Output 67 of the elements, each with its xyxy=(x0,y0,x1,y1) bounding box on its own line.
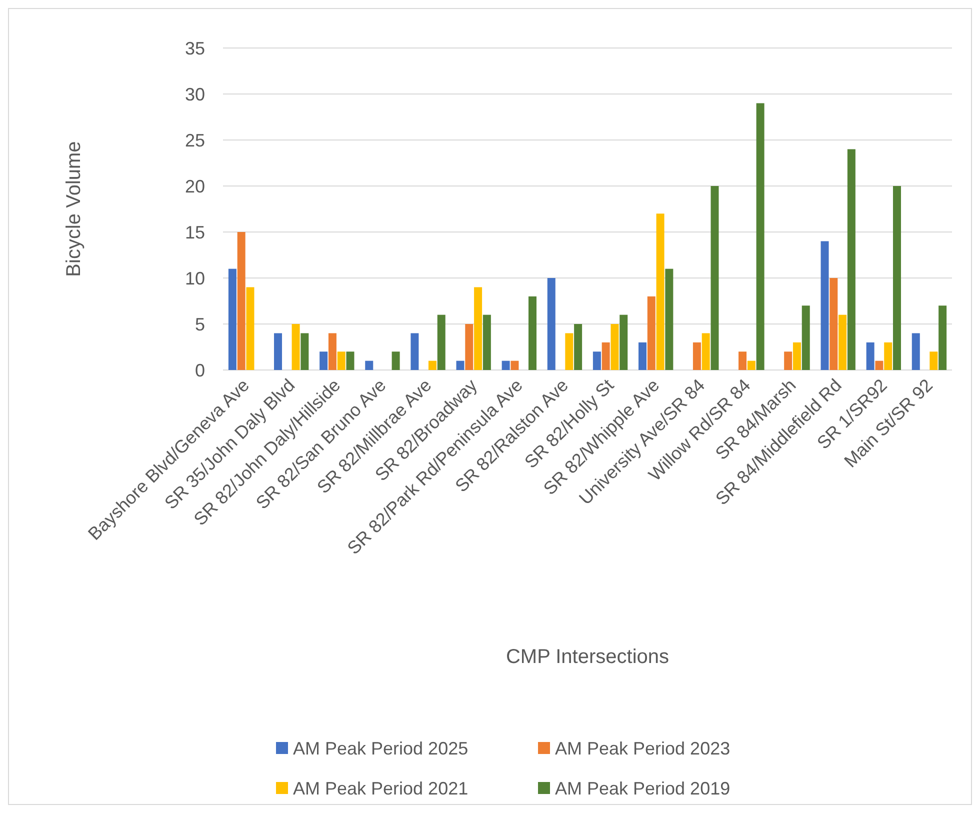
bar xyxy=(274,333,282,370)
bar xyxy=(756,103,764,370)
bar xyxy=(592,352,601,370)
bar xyxy=(892,186,901,370)
bar xyxy=(656,214,664,370)
bar xyxy=(237,232,246,370)
bar xyxy=(565,333,574,370)
bar xyxy=(346,352,354,370)
legend-label: AM Peak Period 2023 xyxy=(555,738,730,758)
bar xyxy=(365,360,374,370)
bar xyxy=(292,324,300,370)
bar xyxy=(502,360,510,370)
bar xyxy=(392,352,400,370)
bar xyxy=(528,296,536,370)
legend-label: AM Peak Period 2019 xyxy=(555,778,730,798)
bar xyxy=(465,324,474,370)
bar xyxy=(838,314,847,370)
x-axis-title: CMP Intersections xyxy=(506,646,670,668)
bar xyxy=(410,333,419,370)
bar xyxy=(602,342,610,370)
bar xyxy=(337,352,346,370)
bar xyxy=(474,287,482,370)
bar xyxy=(802,306,810,370)
bar xyxy=(847,149,856,370)
bar xyxy=(866,342,874,370)
bar xyxy=(320,352,328,370)
bar xyxy=(638,342,647,370)
bar xyxy=(875,360,884,370)
y-tick-label: 5 xyxy=(194,314,205,334)
bar xyxy=(710,186,719,370)
legend-label: AM Peak Period 2025 xyxy=(293,738,468,758)
legend-label: AM Peak Period 2021 xyxy=(293,778,468,798)
bar xyxy=(884,342,892,370)
bar xyxy=(246,287,254,370)
y-tick-label: 25 xyxy=(184,130,205,150)
bar xyxy=(792,342,801,370)
bar xyxy=(830,278,838,370)
bar xyxy=(574,324,582,370)
bar xyxy=(784,352,792,370)
y-tick-label: 15 xyxy=(184,222,205,242)
bar xyxy=(428,360,436,370)
bar xyxy=(437,314,446,370)
y-tick-label: 10 xyxy=(184,268,205,288)
bar xyxy=(300,333,309,370)
bar xyxy=(547,278,556,370)
bar xyxy=(738,352,747,370)
bar xyxy=(930,352,938,370)
bar xyxy=(482,314,491,370)
bar xyxy=(692,342,701,370)
y-axis-title: Bicycle Volume xyxy=(63,141,85,277)
y-tick-label: 35 xyxy=(184,38,205,58)
y-tick-label: 30 xyxy=(184,84,205,104)
bar xyxy=(456,360,464,370)
bar xyxy=(665,268,674,370)
bar xyxy=(328,333,336,370)
bar xyxy=(510,360,519,370)
bar xyxy=(747,360,756,370)
bar xyxy=(702,333,710,370)
bar xyxy=(610,324,619,370)
y-tick-label: 20 xyxy=(184,176,205,196)
bar xyxy=(228,268,236,370)
bar xyxy=(647,296,656,370)
bar xyxy=(820,241,829,370)
bar xyxy=(912,333,920,370)
bar xyxy=(620,314,628,370)
y-tick-label: 0 xyxy=(194,360,205,380)
bar xyxy=(938,306,947,370)
